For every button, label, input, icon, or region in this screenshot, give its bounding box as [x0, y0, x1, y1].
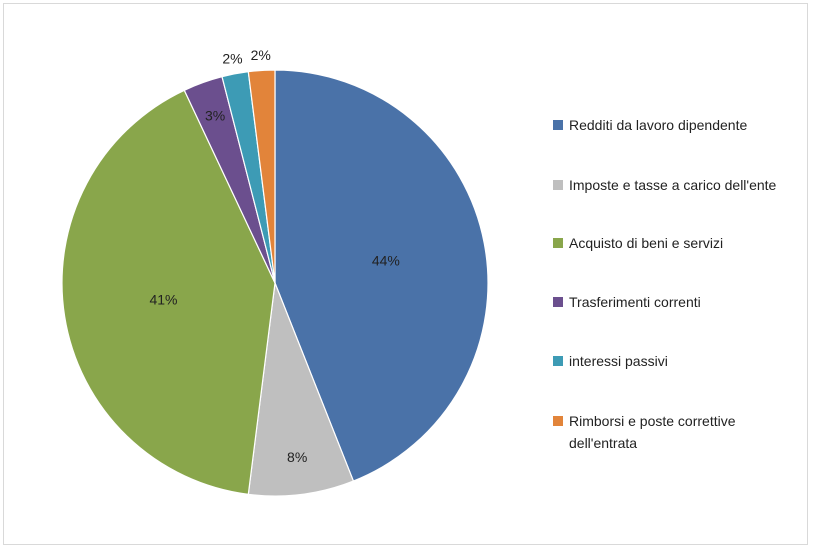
- legend-swatch: [553, 238, 563, 248]
- pie-slice: [61, 89, 276, 495]
- chart-frame: [3, 3, 808, 545]
- legend-swatch: [553, 416, 563, 426]
- legend-swatch: [553, 297, 563, 307]
- data-label: 2%: [222, 51, 242, 67]
- legend-label: Acquisto di beni e servizi: [569, 235, 724, 251]
- legend-label: Redditi da lavoro dipendente: [569, 117, 748, 133]
- legend-item: interessi passivi: [553, 350, 793, 372]
- data-label: 3%: [205, 107, 225, 123]
- legend-swatch: [553, 180, 563, 190]
- legend-label: Rimborsi e poste correttive dell'entrata: [569, 413, 736, 451]
- pie-slice: [274, 69, 489, 482]
- legend-swatch: [553, 356, 563, 366]
- legend-swatch: [553, 120, 563, 130]
- pie-slice: [247, 282, 355, 497]
- data-label: 44%: [372, 253, 400, 269]
- legend-item: Redditi da lavoro dipendente: [553, 114, 793, 136]
- legend-item: Imposte e tasse a carico dell'ente: [553, 174, 793, 196]
- legend-item: Acquisto di beni e servizi: [553, 232, 793, 254]
- legend-item: Trasferimenti correnti: [553, 291, 793, 313]
- legend-label: interessi passivi: [569, 353, 668, 369]
- data-label: 8%: [287, 449, 307, 465]
- data-label: 41%: [149, 291, 177, 307]
- legend-item: Rimborsi e poste correttive dell'entrata: [553, 410, 793, 454]
- pie-slice: [247, 69, 276, 284]
- legend-label: Imposte e tasse a carico dell'ente: [569, 177, 777, 193]
- legend-label: Trasferimenti correnti: [569, 294, 701, 310]
- data-label: 2%: [251, 47, 271, 63]
